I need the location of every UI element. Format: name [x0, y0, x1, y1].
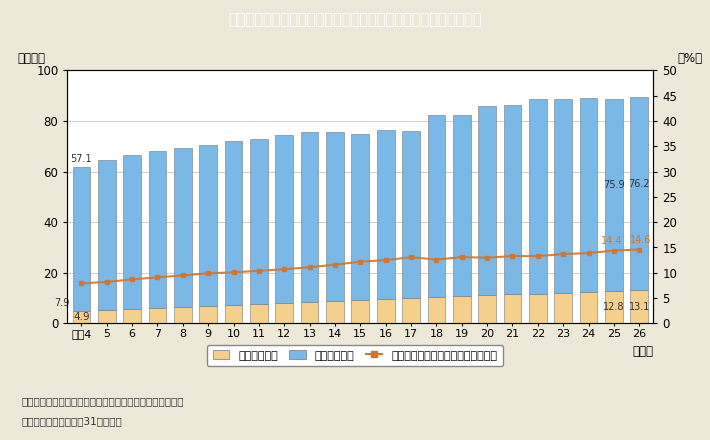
Bar [326, 301, 344, 323]
Text: 76.2: 76.2 [628, 179, 650, 189]
Legend: 女性研究者数, 男性研究者数, 女性研究者の占める割合（右目盛）: 女性研究者数, 男性研究者数, 女性研究者の占める割合（右目盛） [207, 345, 503, 366]
Text: 57.1: 57.1 [70, 154, 92, 164]
Bar [529, 293, 547, 323]
女性研究者の占める割合（右目盛） [179, 273, 187, 278]
Text: 75.9: 75.9 [603, 180, 625, 191]
女性研究者の占める割合（右目盛） [559, 251, 567, 257]
Text: 4.9: 4.9 [73, 312, 89, 322]
Bar [124, 155, 141, 309]
女性研究者の占める割合（右目盛） [407, 254, 415, 260]
Text: 12.8: 12.8 [604, 302, 625, 312]
Bar [224, 141, 242, 305]
Bar [605, 99, 623, 291]
Text: ２．各年３月31日現在。: ２．各年３月31日現在。 [21, 416, 122, 426]
Bar [427, 297, 445, 323]
Bar [503, 294, 521, 323]
Bar [224, 305, 242, 323]
女性研究者の占める割合（右目盛） [356, 259, 365, 264]
Bar [555, 293, 572, 323]
Bar [579, 292, 597, 323]
Bar [555, 99, 572, 293]
Bar [503, 105, 521, 294]
Bar [148, 308, 166, 323]
Bar [148, 151, 166, 308]
Text: 7.9: 7.9 [55, 298, 70, 308]
Bar [98, 160, 116, 310]
女性研究者の占める割合（右目盛） [483, 255, 491, 260]
Bar [351, 300, 369, 323]
Text: 13.1: 13.1 [628, 302, 650, 312]
Bar [402, 298, 420, 323]
Bar [250, 139, 268, 304]
Bar [479, 106, 496, 295]
女性研究者の占める割合（右目盛） [305, 264, 314, 270]
Bar [529, 99, 547, 293]
女性研究者の占める割合（右目盛） [229, 270, 238, 275]
Bar [72, 166, 90, 311]
女性研究者の占める割合（右目盛） [102, 279, 111, 285]
Bar [200, 306, 217, 323]
女性研究者の占める割合（右目盛） [331, 262, 339, 268]
女性研究者の占める割合（右目盛） [153, 275, 162, 280]
Bar [402, 131, 420, 298]
Bar [275, 303, 293, 323]
Bar [630, 98, 648, 290]
女性研究者の占める割合（右目盛） [457, 254, 466, 260]
女性研究者の占める割合（右目盛） [77, 281, 86, 286]
女性研究者の占める割合（右目盛） [584, 250, 593, 256]
Bar [174, 147, 192, 307]
Bar [250, 304, 268, 323]
Bar [427, 115, 445, 297]
Bar [377, 130, 395, 299]
Bar [200, 145, 217, 306]
女性研究者の占める割合（右目盛） [610, 248, 618, 253]
Text: （年）: （年） [632, 345, 653, 358]
Bar [630, 290, 648, 323]
Text: 14.6: 14.6 [630, 235, 651, 246]
Bar [326, 132, 344, 301]
Bar [275, 135, 293, 303]
Text: （備考）１．総務省「科学技術研究調査報告」より作成。: （備考）１．総務省「科学技術研究調査報告」より作成。 [21, 396, 184, 406]
Text: （万人）: （万人） [18, 52, 45, 65]
Bar [351, 134, 369, 300]
Bar [453, 115, 471, 296]
Bar [479, 295, 496, 323]
Text: Ｉ－６－８図　女性研究者数及び研究者に占める女性割合の推移: Ｉ－６－８図 女性研究者数及び研究者に占める女性割合の推移 [228, 12, 482, 27]
女性研究者の占める割合（右目盛） [534, 253, 542, 259]
Bar [453, 296, 471, 323]
女性研究者の占める割合（右目盛） [635, 247, 643, 252]
女性研究者の占める割合（右目盛） [280, 267, 288, 272]
Bar [124, 309, 141, 323]
女性研究者の占める割合（右目盛） [432, 257, 441, 262]
Bar [377, 299, 395, 323]
Text: 14.4: 14.4 [601, 236, 622, 246]
Line: 女性研究者の占める割合（右目盛）: 女性研究者の占める割合（右目盛） [79, 247, 642, 286]
Bar [605, 291, 623, 323]
Bar [579, 98, 597, 292]
Bar [301, 302, 319, 323]
Bar [98, 310, 116, 323]
女性研究者の占める割合（右目盛） [255, 268, 263, 273]
Bar [301, 132, 319, 302]
Bar [72, 311, 90, 323]
女性研究者の占める割合（右目盛） [128, 277, 136, 282]
女性研究者の占める割合（右目盛） [381, 257, 390, 263]
女性研究者の占める割合（右目盛） [204, 271, 212, 276]
Bar [174, 307, 192, 323]
Text: （%）: （%） [678, 52, 703, 65]
女性研究者の占める割合（右目盛） [508, 253, 517, 259]
